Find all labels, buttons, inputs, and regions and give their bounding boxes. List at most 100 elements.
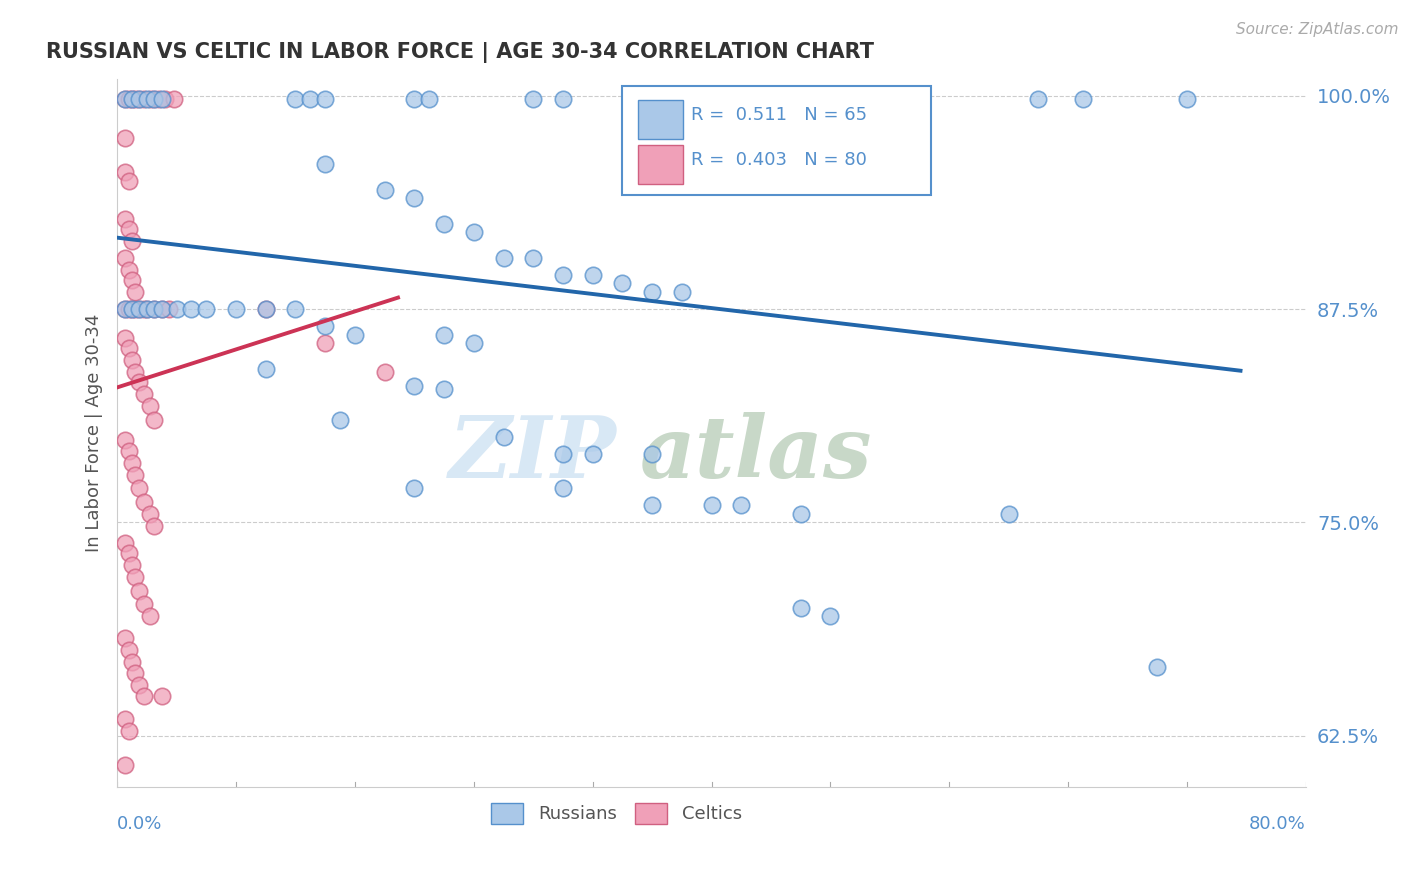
Point [118, 301, 141, 316]
Point [700, 498, 723, 512]
Point [150, 690, 173, 704]
Point [329, 413, 352, 427]
Point [299, 92, 322, 106]
Point [135, 92, 157, 106]
Point [124, 285, 146, 299]
Point [114, 211, 136, 226]
Point [700, 92, 723, 106]
Point [135, 301, 157, 316]
Point [492, 251, 515, 265]
Point [551, 447, 574, 461]
Point [132, 301, 155, 316]
Point [314, 336, 336, 351]
Point [641, 498, 664, 512]
Point [132, 92, 155, 106]
Point [121, 234, 143, 248]
Point [121, 92, 143, 106]
Point [121, 558, 143, 572]
Point [121, 456, 143, 470]
Point [463, 336, 485, 351]
Point [418, 92, 440, 106]
Point [114, 434, 136, 448]
Point [135, 301, 157, 316]
Point [124, 301, 146, 316]
Point [1071, 92, 1094, 106]
Point [114, 331, 136, 345]
Point [128, 301, 150, 316]
Point [128, 301, 150, 316]
Point [118, 341, 141, 355]
Point [148, 92, 170, 106]
Point [1028, 92, 1050, 106]
Point [118, 221, 141, 235]
Point [118, 643, 141, 657]
Text: Source: ZipAtlas.com: Source: ZipAtlas.com [1236, 22, 1399, 37]
Point [132, 597, 155, 611]
Point [433, 382, 456, 396]
Point [128, 92, 150, 106]
Point [522, 251, 544, 265]
Point [150, 301, 173, 316]
Point [114, 632, 136, 646]
Point [225, 301, 247, 316]
Point [671, 92, 693, 106]
Point [730, 498, 752, 512]
Point [143, 518, 166, 533]
Point [551, 481, 574, 495]
Point [404, 191, 426, 205]
Point [163, 92, 186, 106]
Point [433, 217, 456, 231]
Point [118, 546, 141, 560]
Point [114, 92, 136, 106]
Point [121, 301, 143, 316]
Point [128, 583, 150, 598]
Point [118, 723, 141, 738]
Text: atlas: atlas [640, 412, 873, 496]
Text: 80.0%: 80.0% [1249, 815, 1306, 833]
Point [124, 365, 146, 379]
Point [114, 536, 136, 550]
Point [114, 131, 136, 145]
Point [404, 379, 426, 393]
Point [492, 430, 515, 444]
Point [195, 301, 218, 316]
Point [143, 413, 166, 427]
Point [114, 712, 136, 726]
Point [139, 507, 162, 521]
Point [879, 92, 901, 106]
Point [143, 92, 166, 106]
Point [997, 507, 1019, 521]
Point [121, 353, 143, 368]
Point [404, 481, 426, 495]
Point [114, 301, 136, 316]
Point [551, 268, 574, 282]
Point [143, 301, 166, 316]
Point [314, 92, 336, 106]
Text: RUSSIAN VS CELTIC IN LABOR FORCE | AGE 30-34 CORRELATION CHART: RUSSIAN VS CELTIC IN LABOR FORCE | AGE 3… [46, 42, 875, 62]
Point [254, 301, 277, 316]
Point [121, 301, 143, 316]
Point [180, 301, 202, 316]
Point [121, 656, 143, 670]
Point [343, 327, 366, 342]
Point [150, 301, 173, 316]
Point [374, 182, 396, 196]
Point [820, 92, 842, 106]
Point [139, 609, 162, 624]
Point [582, 268, 605, 282]
Point [374, 365, 396, 379]
Point [124, 665, 146, 680]
Legend: Russians, Celtics: Russians, Celtics [484, 796, 749, 831]
Point [128, 677, 150, 691]
Point [118, 443, 141, 458]
Point [157, 301, 180, 316]
Point [114, 301, 136, 316]
FancyBboxPatch shape [623, 86, 931, 195]
Point [121, 92, 143, 106]
Point [124, 92, 146, 106]
Text: R =  0.403   N = 80: R = 0.403 N = 80 [692, 151, 868, 169]
Point [132, 690, 155, 704]
Point [124, 570, 146, 584]
Point [254, 361, 277, 376]
Point [641, 285, 664, 299]
